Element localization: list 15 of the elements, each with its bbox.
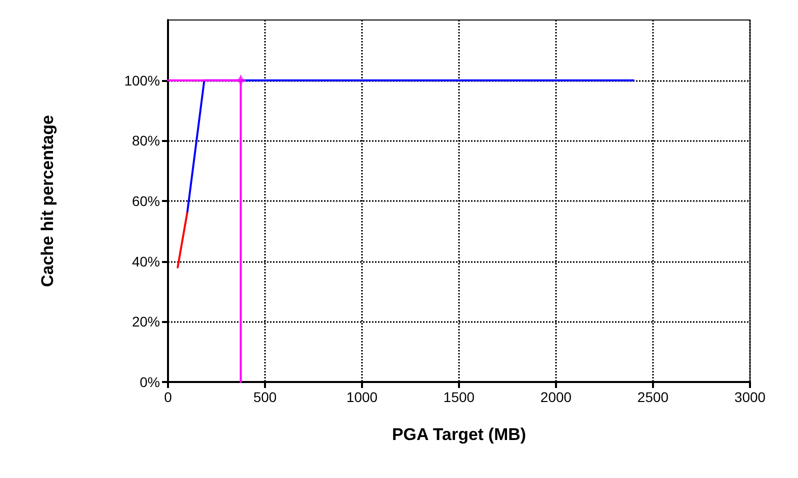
- x-tick-label: 1500: [443, 389, 475, 405]
- x-tick-label: 2000: [540, 389, 572, 405]
- x-tick-label: 500: [253, 389, 277, 405]
- y-tick-label: 80%: [132, 132, 160, 149]
- x-tick-label: 2500: [637, 389, 669, 405]
- x-axis-title: PGA Target (MB): [392, 425, 526, 444]
- y-tick-label: 100%: [124, 72, 160, 88]
- x-tick-label: 1000: [346, 389, 378, 405]
- x-tick-label: 3000: [734, 389, 766, 405]
- y-tick-label: 40%: [132, 253, 160, 270]
- y-tick-label: 60%: [132, 193, 160, 209]
- y-axis-title: Cache hit percentage: [38, 115, 57, 287]
- y-tick-label: 20%: [132, 314, 160, 330]
- x-tick-label: 0: [164, 389, 172, 405]
- y-tick-label: 0%: [140, 374, 160, 390]
